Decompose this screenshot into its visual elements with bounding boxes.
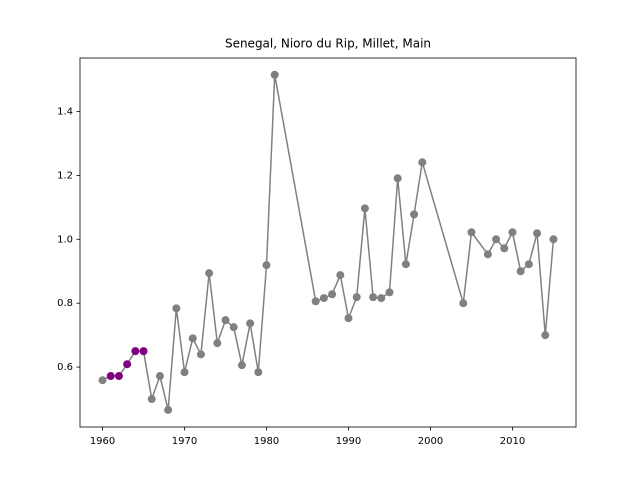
- data-point: [541, 331, 550, 340]
- data-point: [98, 376, 107, 385]
- data-point: [155, 372, 164, 381]
- data-point: [344, 314, 353, 323]
- data-point: [549, 235, 558, 244]
- data-point: [459, 299, 468, 308]
- data-point: [516, 267, 525, 276]
- data-point: [401, 260, 410, 269]
- chart-title: Senegal, Nioro du Rip, Millet, Main: [225, 37, 431, 51]
- data-point: [246, 319, 255, 328]
- data-point: [467, 228, 476, 237]
- data-point: [172, 304, 181, 313]
- data-point: [270, 70, 279, 79]
- data-point: [123, 360, 132, 369]
- data-point: [336, 271, 345, 280]
- x-tick-label: 1970: [172, 436, 197, 447]
- x-tick-label: 1990: [336, 436, 361, 447]
- data-point: [352, 293, 361, 302]
- x-tick-label: 2010: [500, 436, 525, 447]
- data-point: [492, 235, 501, 244]
- data-point: [410, 210, 419, 219]
- y-tick-label: 0.6: [57, 362, 73, 373]
- data-point: [229, 323, 238, 332]
- x-tick-label: 1980: [254, 436, 279, 447]
- data-point: [188, 334, 197, 343]
- data-point: [377, 294, 386, 303]
- data-point: [369, 293, 378, 302]
- data-point: [114, 372, 123, 381]
- data-point: [524, 260, 533, 269]
- data-point: [319, 294, 328, 303]
- y-tick-label: 1.0: [57, 234, 73, 245]
- data-point: [360, 204, 369, 213]
- data-point: [262, 261, 271, 270]
- data-point: [393, 174, 402, 183]
- data-point: [164, 405, 173, 414]
- data-point: [508, 228, 517, 237]
- data-point: [418, 158, 427, 167]
- data-point: [180, 368, 189, 377]
- y-tick-label: 1.2: [57, 170, 73, 181]
- data-point: [385, 288, 394, 297]
- data-point: [106, 372, 115, 381]
- y-tick-label: 0.8: [57, 298, 73, 309]
- plot-frame: [79, 57, 577, 428]
- y-tick-label: 1.4: [57, 107, 73, 118]
- data-point: [254, 368, 263, 377]
- data-point: [139, 347, 148, 356]
- data-point: [533, 229, 542, 238]
- data-point: [213, 339, 222, 348]
- data-point: [147, 395, 156, 404]
- data-point: [205, 269, 214, 278]
- data-point: [500, 244, 509, 253]
- data-point: [237, 361, 246, 370]
- data-point: [196, 350, 205, 359]
- x-tick-label: 1960: [90, 436, 115, 447]
- x-tick-label: 2000: [418, 436, 443, 447]
- data-point: [311, 297, 320, 306]
- data-point: [328, 290, 337, 299]
- data-point: [221, 316, 230, 325]
- data-point: [131, 347, 140, 356]
- data-point: [483, 250, 492, 259]
